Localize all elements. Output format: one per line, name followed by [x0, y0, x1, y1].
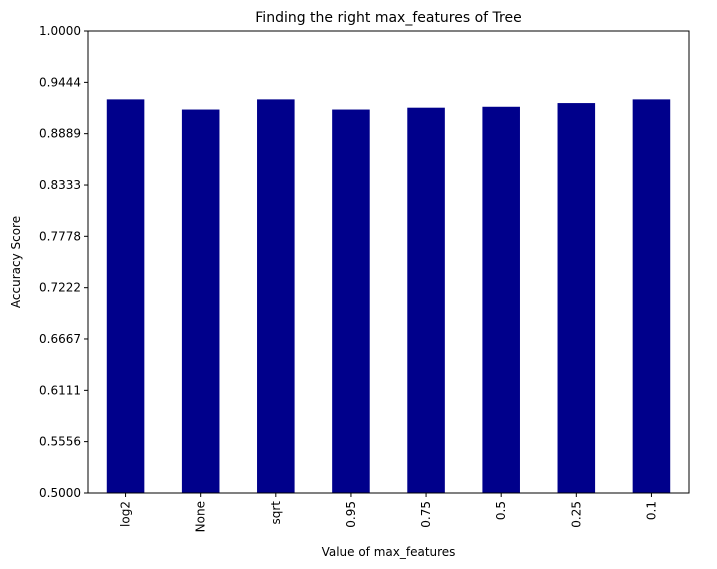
x-tick-label: 0.25 [569, 501, 583, 528]
x-tick-label: None [194, 501, 208, 532]
y-tick-label: 0.5556 [39, 435, 81, 449]
bar-0.95 [332, 109, 370, 493]
bar-log2 [106, 99, 145, 493]
x-tick-label: 0.1 [644, 501, 658, 520]
x-tick-label: sqrt [269, 501, 283, 525]
y-tick-label: 0.9444 [39, 75, 81, 89]
y-tick-label: 0.7222 [39, 281, 81, 295]
x-axis-ticks: log2 None sqrt 0.95 0.75 0.5 0.25 0.1 [119, 493, 658, 532]
bar-0.5 [482, 106, 520, 493]
x-tick-label: log2 [119, 501, 133, 527]
x-tick-label: 0.5 [494, 501, 508, 520]
x-tick-label: 0.75 [419, 501, 433, 528]
y-tick-label: 0.6111 [39, 383, 81, 397]
x-tick-label: 0.95 [344, 501, 358, 528]
y-tick-label: 0.8889 [39, 127, 81, 141]
y-tick-label: 1.0000 [39, 24, 81, 38]
bar-sqrt [257, 99, 295, 493]
chart-title: Finding the right max_features of Tree [255, 10, 521, 26]
plot-frame [87, 30, 690, 494]
bar-0.25 [557, 103, 596, 494]
bar-0.75 [407, 107, 445, 493]
x-axis-label: Value of max_features [322, 545, 456, 559]
bar-None [181, 109, 220, 493]
y-tick-label: 0.6667 [39, 332, 81, 346]
y-axis-ticks: 0.5000 0.5556 0.6111 0.6667 0.7222 0.7778 0.83… [39, 24, 88, 500]
y-tick-label: 0.5000 [39, 486, 81, 500]
y-axis-label: Accuracy Score [9, 216, 23, 308]
y-tick-label: 0.8333 [39, 178, 81, 192]
bar-0.1 [632, 99, 671, 493]
bars-group [106, 99, 671, 494]
y-tick-label: 0.7778 [39, 229, 81, 243]
